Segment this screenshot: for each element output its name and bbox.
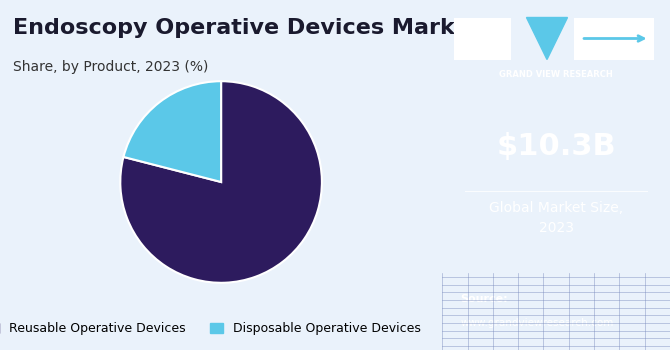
Legend: Reusable Operative Devices, Disposable Operative Devices: Reusable Operative Devices, Disposable O… (0, 317, 425, 340)
FancyBboxPatch shape (574, 18, 654, 60)
Text: GRAND VIEW RESEARCH: GRAND VIEW RESEARCH (499, 70, 613, 79)
Wedge shape (121, 81, 322, 283)
Polygon shape (527, 18, 567, 60)
Text: Endoscopy Operative Devices Market: Endoscopy Operative Devices Market (13, 18, 480, 37)
Text: $10.3B: $10.3B (496, 133, 616, 161)
Text: Share, by Product, 2023 (%): Share, by Product, 2023 (%) (13, 60, 208, 74)
Text: Global Market Size,
2023: Global Market Size, 2023 (489, 201, 623, 235)
Text: www.grandviewresearch.com: www.grandviewresearch.com (460, 318, 614, 329)
Wedge shape (123, 81, 221, 182)
Text: Source:: Source: (460, 294, 508, 304)
FancyBboxPatch shape (454, 18, 511, 60)
